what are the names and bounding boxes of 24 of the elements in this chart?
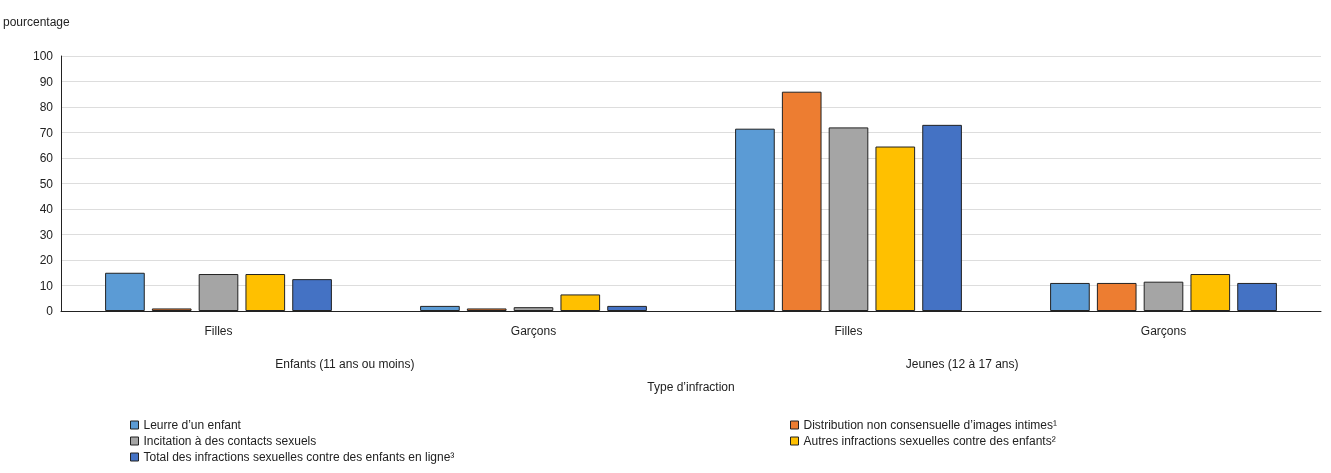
y-tick-label: 50 [39, 176, 54, 191]
y-tick-label: 0 [46, 304, 54, 318]
legend-label: Leurre d’un enfant [143, 418, 242, 432]
y-tick-label: 80 [39, 100, 54, 114]
y-tick-label: 40 [39, 202, 54, 216]
y-tick-label: 10 [39, 278, 54, 293]
x-tick-label: Filles [204, 324, 233, 338]
x-tick-label: Garçons [510, 324, 557, 338]
x-tick-label: Garçons [1140, 324, 1187, 338]
y-tick-label: 90 [39, 74, 54, 89]
y-tick-label: 60 [39, 151, 54, 165]
text: Enfants (11 ans ou moins) [275, 357, 415, 371]
x-tick-label: Filles [834, 324, 863, 338]
legend-label: Total des infractions sexuelles contre des enfants en ligne³ [143, 450, 455, 464]
text: Jeunes (12 à 17 ans) [905, 357, 1019, 371]
legend-label: Autres infractions sexuelles contre des enfants² [803, 434, 1056, 448]
x-axis-title: Type d’infraction [647, 380, 735, 394]
y-tick-label: 20 [39, 253, 54, 267]
y-tick-label: 30 [39, 227, 54, 242]
y-tick-label: 100 [32, 49, 54, 63]
y-tick-label: 70 [39, 125, 54, 140]
y-axis-title: pourcentage [3, 15, 71, 29]
legend-label: Incitation à des contacts sexuels [143, 434, 317, 448]
legend-label: Distribution non consensuelle d’images intimes¹ [803, 418, 1057, 432]
